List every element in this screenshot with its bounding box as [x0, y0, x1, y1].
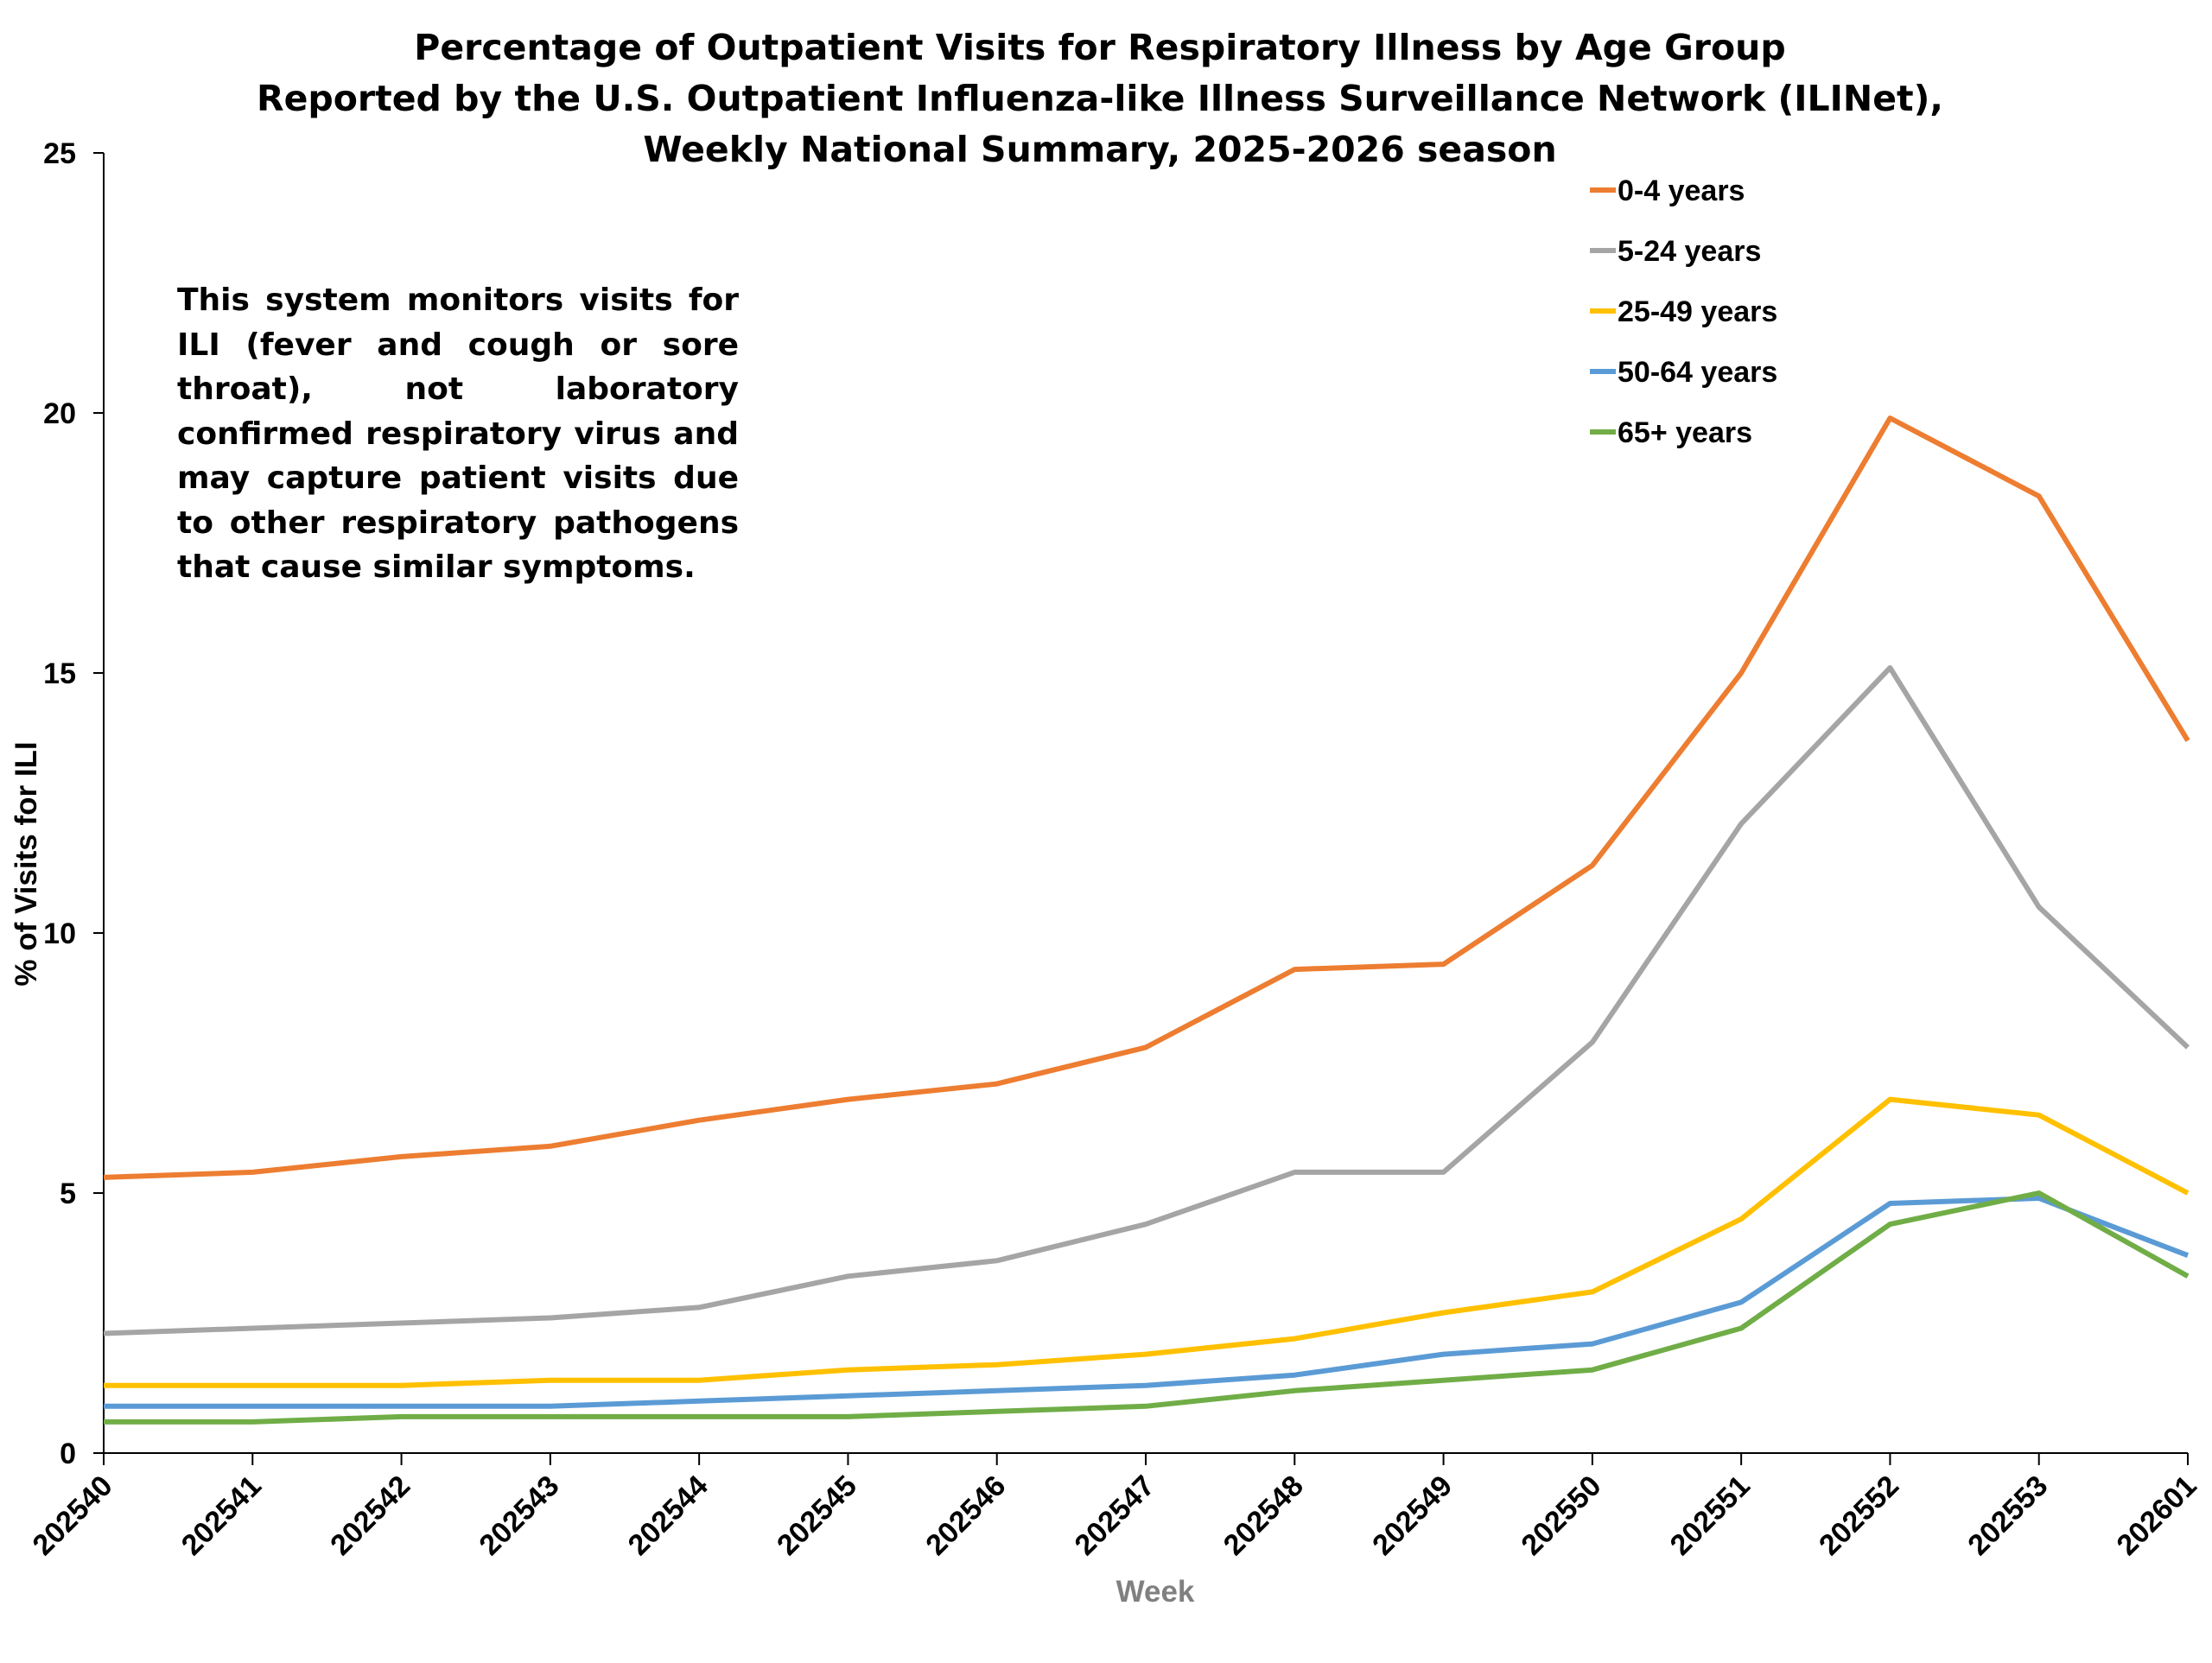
series-line-0-4-years [103, 416, 2190, 1180]
series-line-65-years [104, 1190, 2190, 1425]
x-tick-label: 202551 [1664, 1469, 1757, 1562]
y-tick-label: 15 [43, 657, 76, 690]
x-tick-label: 202542 [324, 1469, 416, 1562]
legend-label-0-4-years: 0-4 years [1618, 175, 1745, 207]
y-tick-label: 20 [43, 397, 76, 430]
x-tick-label: 202550 [1515, 1469, 1607, 1562]
x-tick-label: 202540 [27, 1469, 119, 1562]
legend-label-25-49-years: 25-49 years [1618, 295, 1777, 328]
chart-annotation: This system monitors visits for ILI (fev… [177, 282, 739, 585]
x-tick-label: 202548 [1217, 1469, 1310, 1562]
legend-label-65-years: 65+ years [1618, 416, 1752, 449]
y-tick-label: 25 [43, 137, 76, 170]
series-line-25-49-years [104, 1096, 2190, 1388]
chart-title-line-3: Weekly National Summary, 2025-2026 seaso… [643, 129, 1556, 170]
chart-series [103, 416, 2190, 1425]
y-tick-label: 0 [60, 1438, 76, 1470]
chart-title-line-1: Percentage of Outpatient Visits for Resp… [414, 27, 1785, 68]
y-axis-title: % of Visits for ILI [10, 741, 43, 986]
x-tick-label: 202546 [919, 1469, 1012, 1562]
x-tick-label: 202552 [1813, 1469, 1905, 1562]
legend-label-5-24-years: 5-24 years [1618, 235, 1761, 268]
chart-legend: 0-4 years 5-24 years 25-49 years 50-64 year… [1590, 175, 1777, 449]
series-line-5-24-years [103, 665, 2190, 1336]
x-tick-label: 202549 [1366, 1469, 1459, 1562]
y-axis-ticks: 0 5 10 15 20 25 [43, 137, 104, 1470]
x-tick-label: 202541 [175, 1469, 268, 1562]
x-tick-label: 202544 [622, 1469, 715, 1562]
x-axis-ticks: 202540 202541 202542 202543 202544 202545 2025… [27, 1453, 2203, 1562]
x-tick-label: 202553 [1961, 1469, 2054, 1562]
y-tick-label: 10 [43, 917, 76, 950]
x-tick-label: 202545 [771, 1469, 863, 1562]
legend-label-50-64-years: 50-64 years [1618, 356, 1777, 389]
x-tick-label: 202547 [1069, 1469, 1161, 1562]
chart-title: Percentage of Outpatient Visits for Resp… [257, 27, 1943, 170]
x-axis-title: Week [1116, 1575, 1195, 1609]
x-tick-label: 202601 [2111, 1469, 2203, 1562]
y-tick-label: 5 [60, 1177, 76, 1210]
chart-title-line-2: Reported by the U.S. Outpatient Influenz… [257, 78, 1943, 119]
series-line-50-64-years [104, 1196, 2190, 1409]
x-tick-label: 202543 [473, 1469, 565, 1562]
